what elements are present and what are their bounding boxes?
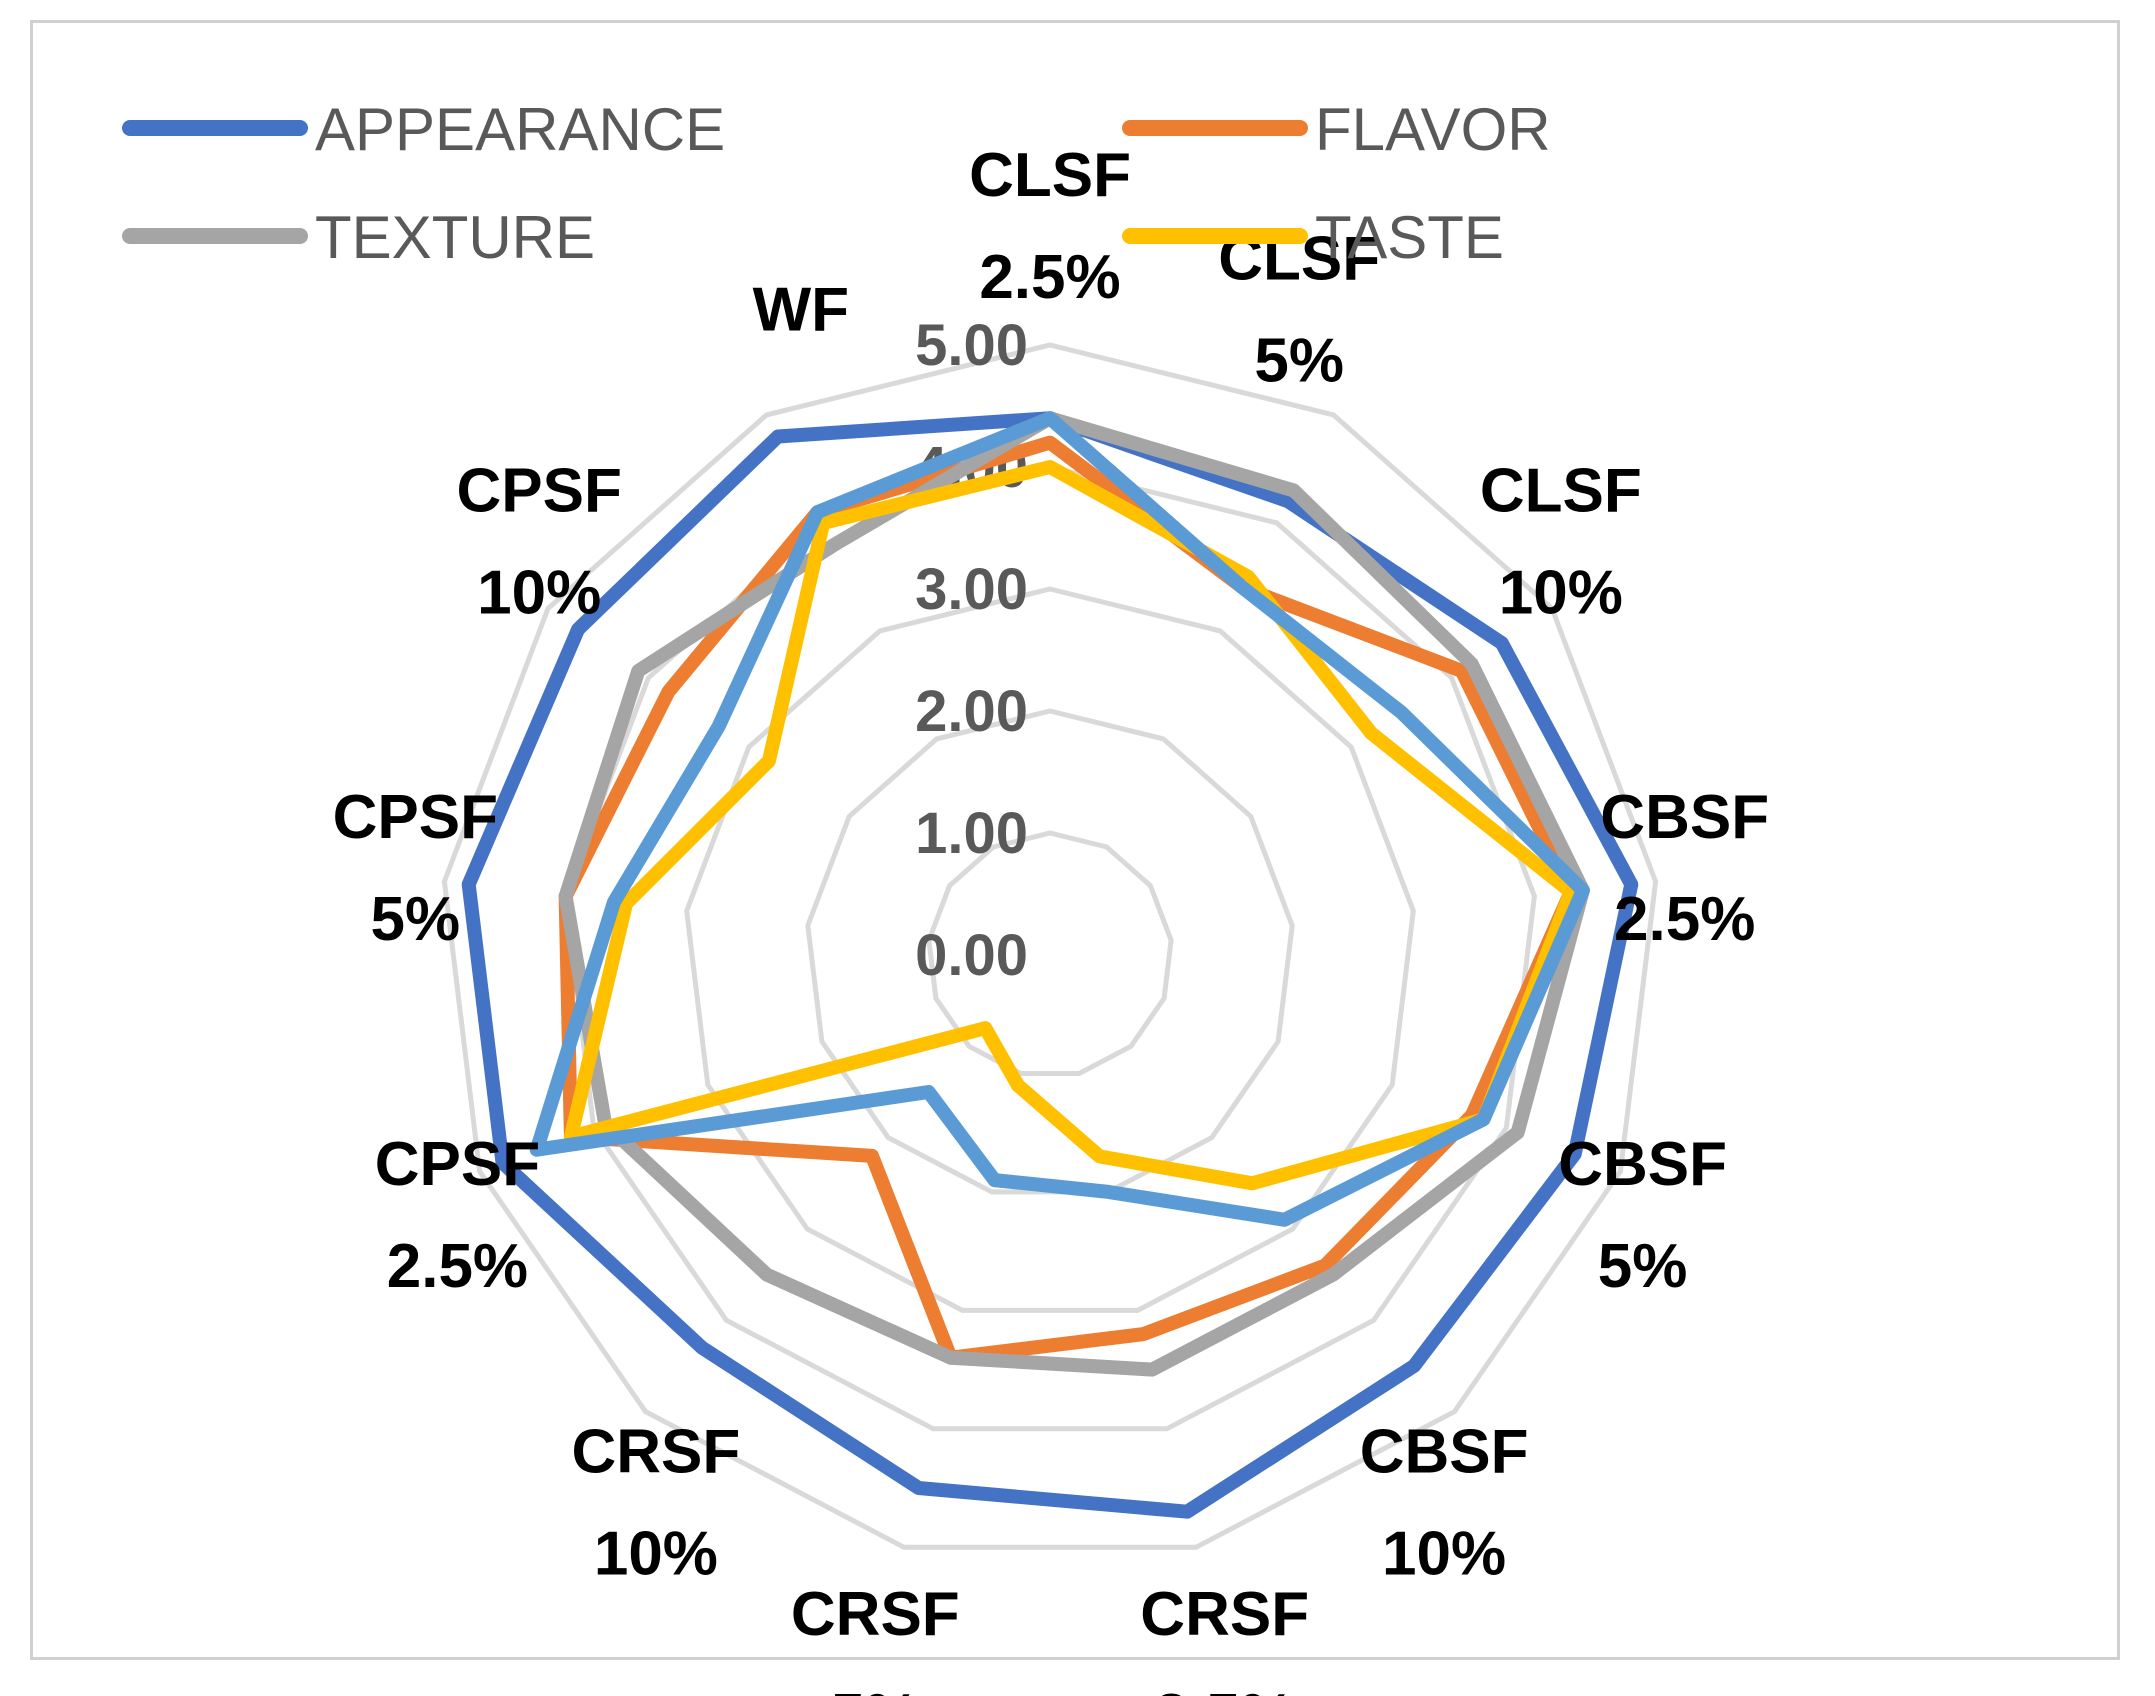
legend: APPEARANCE FLAVOR TEXTURE TASTE	[122, 96, 1551, 271]
grid-ring-5	[441, 342, 1659, 1550]
category-label: CLSF 10%	[1480, 456, 1642, 627]
category-labels: CLSF 2.5% CLSF 5%CLSF 10%CBSF 2.5%CBSF 5%CBSF 1…	[333, 141, 1769, 1696]
legend-entry: TEXTURE	[315, 204, 595, 271]
category-label: CPSF 5%	[333, 783, 498, 954]
category-label: CRSF5%	[791, 1580, 960, 1696]
category-label: WF	[753, 276, 849, 345]
category-label: CBSF 10%	[1360, 1417, 1529, 1588]
series-line-appearance	[461, 411, 1639, 1519]
tick-label: 1.00	[915, 801, 1028, 866]
tick-label: 0.00	[915, 923, 1028, 988]
category-label: CLSF 2.5%	[969, 141, 1131, 312]
category-label: CBSF 2.5%	[1600, 783, 1769, 954]
grid-layer	[441, 342, 1659, 1550]
grid-ring-3	[684, 586, 1416, 1313]
series-layer	[461, 411, 1639, 1519]
legend-entry: FLAVOR	[1315, 96, 1551, 163]
grid-ring-4	[563, 464, 1537, 1432]
category-label: CPSF 10%	[457, 456, 622, 627]
legend-entry: TASTE	[1315, 204, 1504, 271]
series-line-series-5	[529, 411, 1590, 1227]
series-line-flavor	[558, 435, 1578, 1365]
category-label: CRSF 10%	[572, 1417, 741, 1588]
grid-ring-1	[926, 830, 1174, 1076]
series-line-taste	[563, 460, 1578, 1191]
tick-label: 2.00	[915, 679, 1028, 744]
category-label: CBSF 5%	[1558, 1130, 1727, 1301]
tick-label: 3.00	[915, 557, 1028, 622]
legend-entry: APPEARANCE	[315, 96, 725, 163]
category-label: CPSF 2.5%	[375, 1130, 540, 1301]
series-line-texture	[558, 411, 1590, 1377]
tick-label: 5.00	[915, 313, 1028, 378]
category-label: CRSF2.5%	[1140, 1580, 1309, 1696]
